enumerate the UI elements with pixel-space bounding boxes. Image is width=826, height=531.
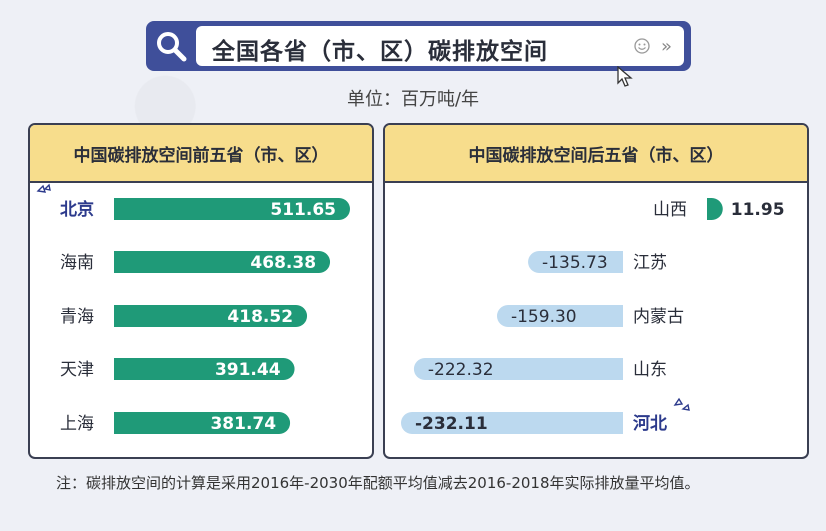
bar — [413, 358, 623, 380]
category-label: 天津 — [60, 360, 94, 380]
bar — [707, 198, 723, 220]
value-label: 511.65 — [270, 200, 336, 220]
value-label: -232.11 — [415, 414, 488, 434]
bar — [114, 358, 295, 380]
category-label: 江苏 — [633, 253, 667, 273]
cursor-icon — [617, 66, 633, 87]
bar — [114, 412, 291, 434]
bar — [114, 305, 308, 327]
value-label: -135.73 — [542, 253, 608, 273]
value-label: 391.44 — [215, 360, 281, 380]
value-label: -159.30 — [511, 307, 577, 327]
value-label: -222.32 — [428, 360, 494, 380]
top-five-title: 中国碳排放空间前五省（市、区） — [30, 125, 372, 183]
bar — [401, 412, 623, 434]
bar — [114, 251, 331, 273]
value-label: 381.74 — [210, 414, 276, 434]
page-title: 全国各省（市、区）碳排放空间 — [212, 39, 548, 65]
category-label: 内蒙古 — [633, 307, 684, 327]
sparkle-icon — [36, 183, 51, 193]
footnote: 注：碳排放空间的计算是采用2016年-2030年配额平均值减去2016-2018… — [56, 474, 700, 492]
bottom-five-chart: 11.95 山西 -135.73 江苏 -159.30 内蒙古 -222.32 山东 -232.… — [401, 198, 785, 434]
sparkle-icon — [673, 397, 690, 411]
category-label: 北京 — [60, 199, 94, 220]
bottom-five-panel: 中国碳排放空间后五省（市、区） 11.95 山西 -135.73 江苏 -159.30 内… — [383, 123, 809, 459]
search-icon — [157, 32, 187, 62]
category-label: 海南 — [60, 253, 94, 273]
category-label: 青海 — [60, 307, 94, 327]
top-five-panel: 中国碳排放空间前五省（市、区） 北京 511.65 海南 468.38 青海 418.52… — [28, 123, 374, 459]
double-chevron-right-icon: » — [660, 36, 672, 57]
value-label: 418.52 — [227, 307, 293, 327]
top-five-chart: 北京 511.65 海南 468.38 青海 418.52 天津 391.44 上海 381.74 — [36, 183, 350, 434]
category-label: 河北 — [633, 414, 667, 434]
title-field: 全国各省（市、区）碳排放空间 » — [196, 26, 684, 66]
bar — [114, 198, 350, 220]
smile-icon — [634, 38, 650, 54]
bar — [496, 305, 623, 327]
value-label: 468.38 — [250, 253, 316, 273]
category-label: 山东 — [633, 360, 667, 380]
value-label: 11.95 — [731, 200, 785, 220]
title-search-bar: 全国各省（市、区）碳排放空间 » — [146, 21, 691, 71]
bar — [528, 251, 623, 273]
unit-label: 单位：百万吨/年 — [346, 89, 480, 110]
category-label: 上海 — [60, 414, 94, 434]
bottom-five-title: 中国碳排放空间后五省（市、区） — [385, 125, 807, 183]
category-label: 山西 — [653, 200, 687, 220]
